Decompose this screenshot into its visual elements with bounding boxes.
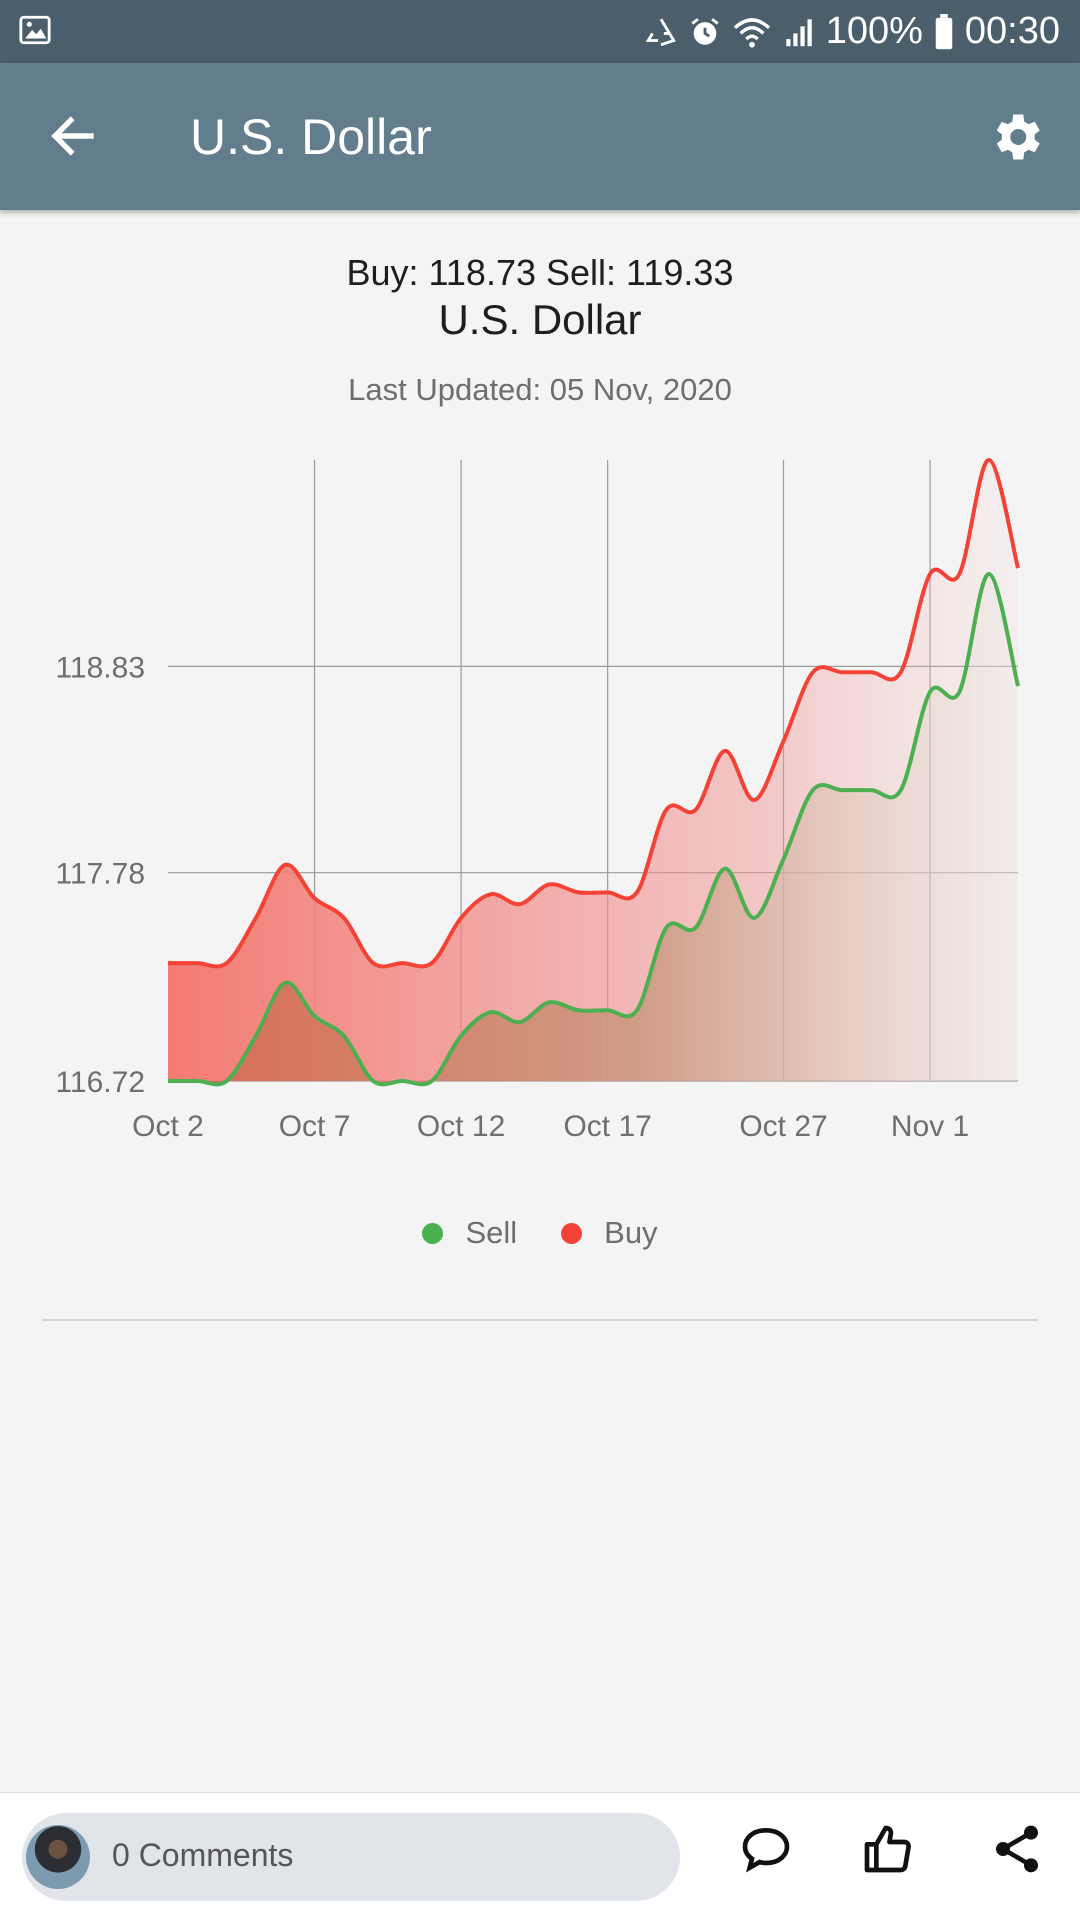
x-tick-label: Oct 17 <box>563 1110 651 1143</box>
wifi-icon <box>733 17 770 48</box>
x-tick-label: Oct 7 <box>279 1110 351 1143</box>
status-right: 100% 00:30 <box>644 0 1060 63</box>
app-bar: U.S. Dollar <box>0 63 1080 210</box>
image-notification-icon <box>19 15 51 45</box>
sell-area <box>168 573 1018 1085</box>
bottom-bar: 0 Comments <box>0 1792 1080 1921</box>
share-icon[interactable] <box>989 1821 1045 1877</box>
last-updated: Last Updated: 05 Nov, 2020 <box>348 372 732 407</box>
comment-icon[interactable] <box>738 1821 794 1877</box>
legend-item-buy[interactable]: Buy <box>561 1215 658 1251</box>
x-tick-label: Oct 27 <box>739 1110 827 1143</box>
x-tick-label: Oct 12 <box>417 1110 505 1143</box>
y-tick-label: 117.78 <box>55 858 145 891</box>
legend-dot-buy <box>561 1222 583 1244</box>
rates-line: Buy: 118.73 Sell: 119.33 <box>346 252 734 293</box>
clock: 00:30 <box>964 10 1060 52</box>
x-tick-label: Oct 2 <box>132 1110 204 1143</box>
legend-item-sell[interactable]: Sell <box>422 1215 517 1251</box>
status-bar: 100% 00:30 <box>0 0 1080 63</box>
buy-line <box>168 457 1020 969</box>
y-tick-label: 118.83 <box>55 651 145 684</box>
battery-percent: 100% <box>825 10 923 52</box>
divider <box>42 1319 1038 1321</box>
comment-count: 0 Comments <box>112 1837 294 1873</box>
comment-input[interactable]: 0 Comments <box>22 1813 680 1901</box>
back-arrow-icon[interactable] <box>46 109 100 163</box>
chart-legend: Sell Buy <box>0 1215 1080 1251</box>
recycle-icon <box>645 18 676 46</box>
x-tick-label: Nov 1 <box>891 1110 969 1143</box>
page-title: U.S. Dollar <box>190 109 432 165</box>
currency-name: U.S. Dollar <box>438 296 642 343</box>
y-tick-label: 116.72 <box>55 1066 145 1099</box>
battery-icon <box>935 13 953 49</box>
thumbs-up-icon[interactable] <box>860 1821 916 1877</box>
signal-icon <box>785 18 812 46</box>
exchange-rate-chart: 118.83 117.78 116.72 Oct 2 Oct 7 Oct 12 Oct 17… <box>55 457 1020 1143</box>
avatar <box>26 1825 90 1889</box>
alarm-icon <box>691 17 719 45</box>
legend-label-buy: Buy <box>604 1215 658 1250</box>
gear-icon[interactable] <box>986 107 1046 167</box>
legend-label-sell: Sell <box>465 1215 518 1250</box>
sell-line <box>168 571 1020 1087</box>
legend-dot-sell <box>422 1222 444 1244</box>
